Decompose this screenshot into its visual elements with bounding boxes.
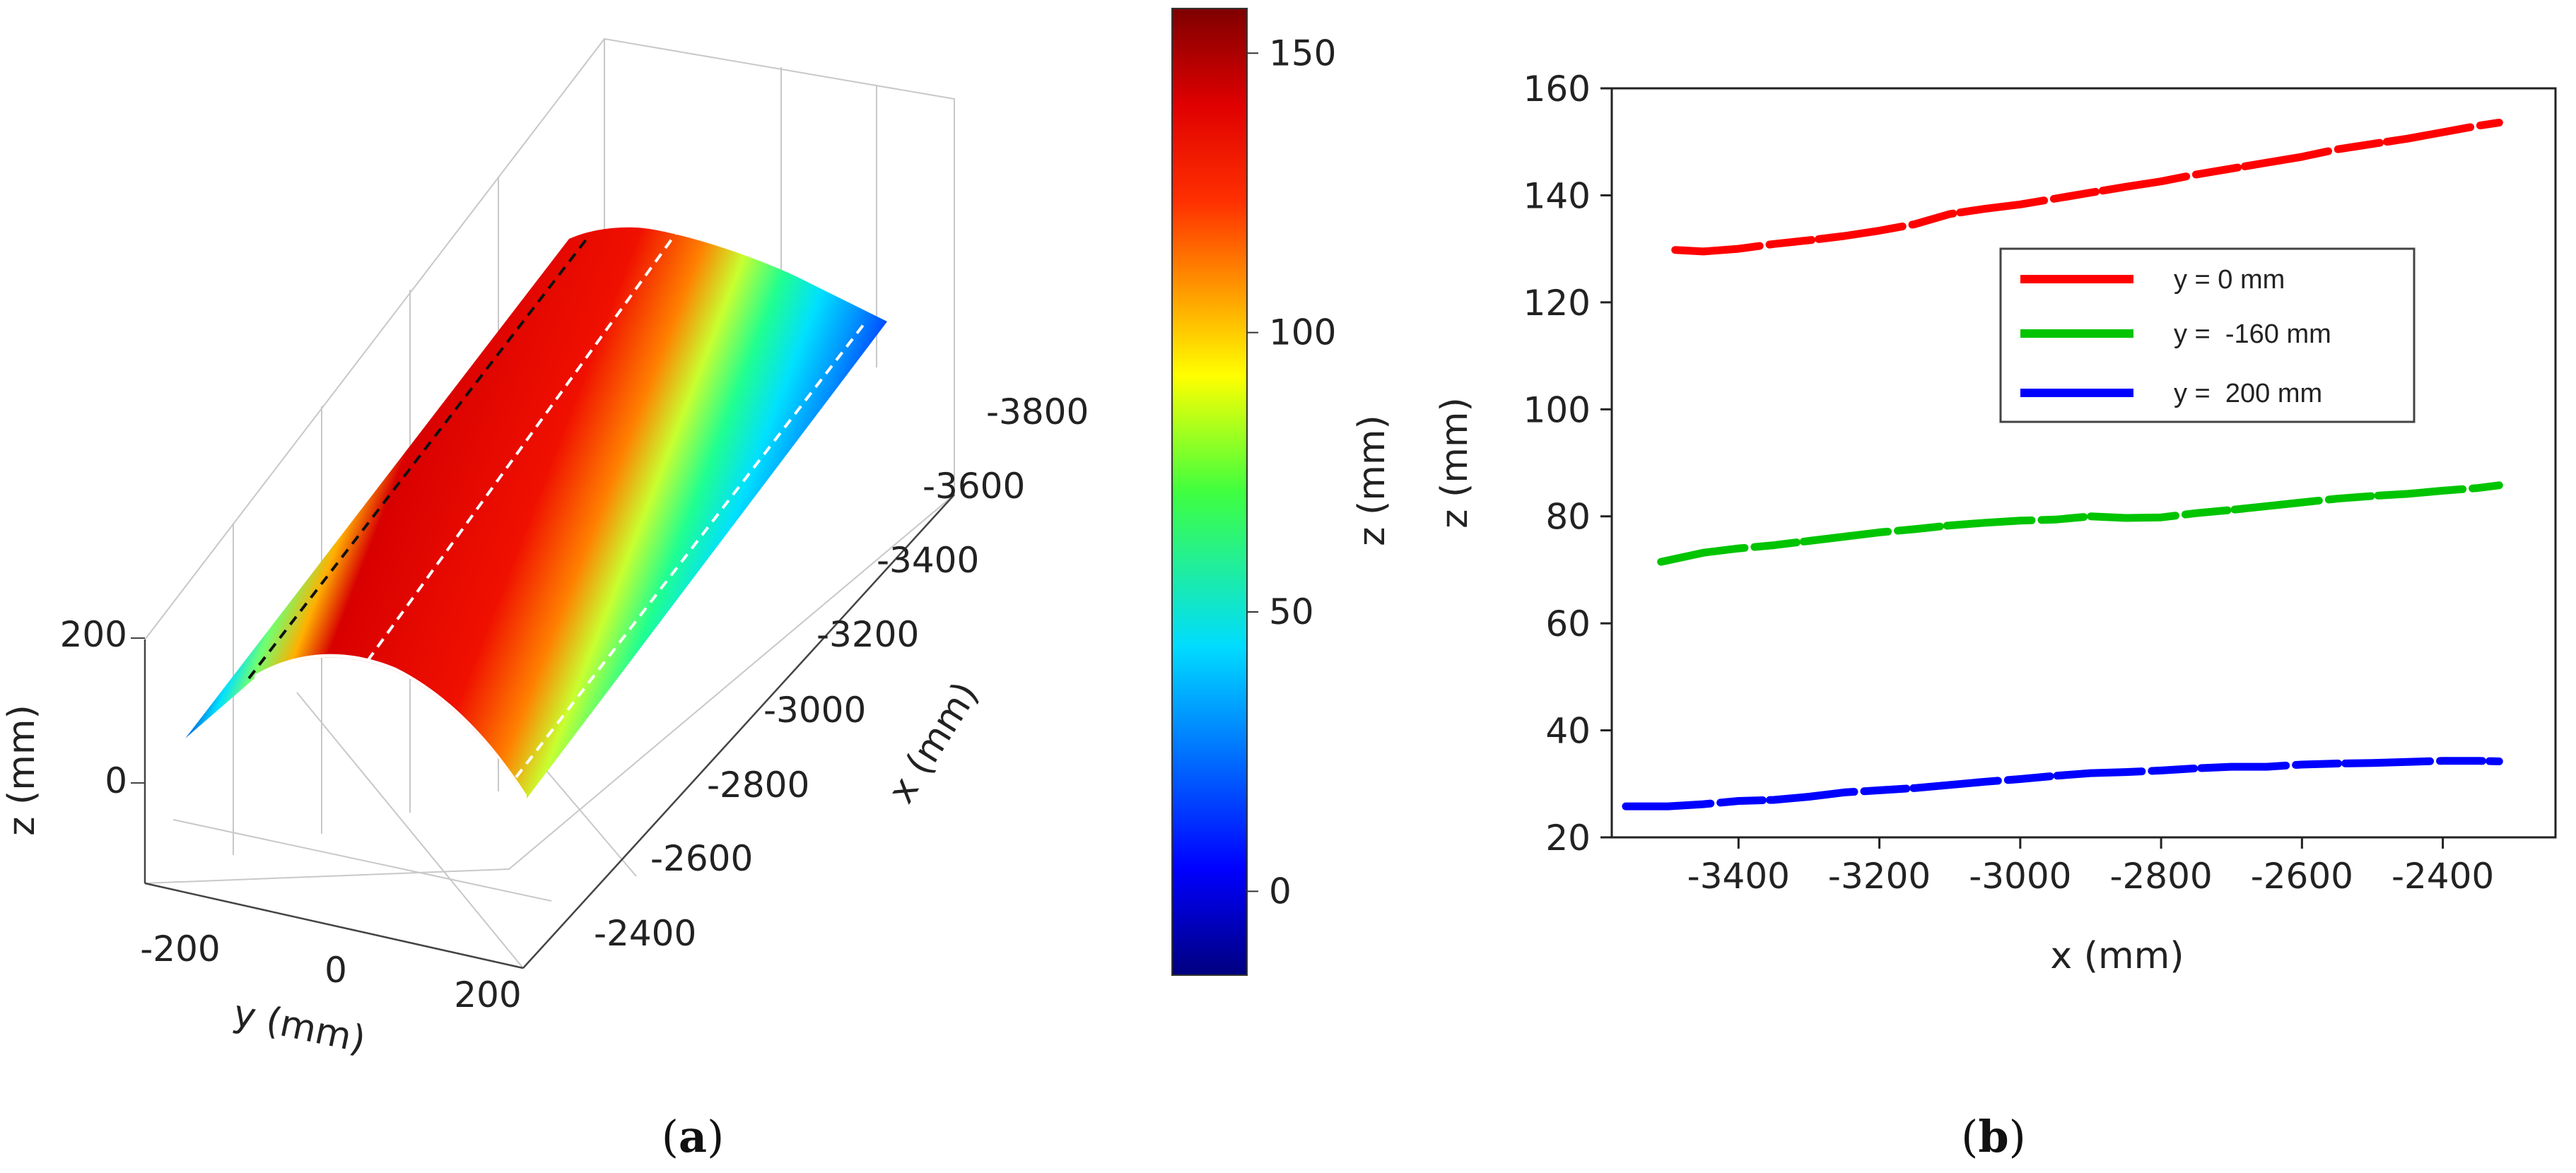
panel-label-a: (a)	[662, 1111, 725, 1162]
colorbar-tick-label: 0	[1269, 871, 1292, 912]
colorbar: 150 100 50 0 z (mm)	[1171, 8, 1393, 976]
y-tick-label: 140	[1523, 175, 1591, 216]
colorbar-tick-label: 150	[1269, 33, 1336, 73]
z-tick-200: 200	[60, 614, 127, 655]
x-tick-minus3200: -3200	[816, 614, 919, 655]
colorbar-tick-label: 50	[1269, 591, 1314, 632]
x-tick-label: -3200	[1828, 856, 1931, 897]
plot-frame	[1610, 87, 2557, 839]
series-line-1	[1657, 481, 2503, 566]
y-axis-ticks: -200 0 200	[140, 929, 521, 1015]
section-line-y-200	[515, 320, 867, 779]
y-tick-label: 160	[1523, 69, 1591, 110]
y-tick-label: 100	[1523, 389, 1591, 430]
x-tick-label: -3000	[1969, 856, 2071, 897]
x-tick-label: -2400	[2391, 856, 2494, 897]
panel-b-line-chart: 160 140 120 100 80 60 40 20 -3400 -3200 -3000 -280…	[1434, 69, 2557, 977]
series-line-2	[1622, 757, 2503, 811]
y-axis-ticks: 160 140 120 100 80 60 40 20	[1523, 69, 1612, 859]
colorbar-label: z (mm)	[1351, 415, 1393, 546]
legend-label-y0: y = 0 mm	[2174, 265, 2285, 295]
colorbar-gradient	[1171, 8, 1248, 976]
z-tick-0: 0	[105, 760, 127, 801]
x-tick-minus3400: -3400	[877, 540, 979, 581]
legend-label-y200: y = 200 mm	[2174, 379, 2322, 408]
series-line-0	[1671, 119, 2503, 256]
x-axis-ticks: -3800 -3600 -3400 -3200 -3000 -2800 -260…	[594, 391, 1089, 954]
y-tick-label: 40	[1545, 711, 1591, 752]
section-lines	[247, 228, 867, 779]
y-tick-200: 200	[454, 974, 521, 1015]
legend: y = 0 mm y = -160 mm y = 200 mm	[1999, 247, 2416, 423]
y-tick-label: 60	[1545, 603, 1591, 644]
panel-label-b: (b)	[1961, 1111, 2026, 1162]
colorbar-tick-label: 100	[1269, 312, 1336, 353]
x-tick-minus2800: -2800	[707, 765, 809, 806]
y-tick-0: 0	[324, 950, 347, 991]
y-tick-minus200: -200	[140, 929, 220, 969]
x-axis-label: x (mm)	[880, 675, 987, 811]
section-line-y-minus160	[247, 237, 588, 680]
x-tick-label: -2800	[2109, 856, 2212, 897]
z-axis-label: z (mm)	[1, 705, 43, 836]
x-tick-minus3000: -3000	[763, 690, 866, 731]
x-tick-label: -2600	[2251, 856, 2353, 897]
3d-axes	[144, 494, 955, 969]
series-group	[1622, 119, 2503, 811]
colorbar-ticks: 150 100 50 0	[1247, 33, 1336, 912]
legend-label-y-minus160: y = -160 mm	[2174, 319, 2331, 349]
x-tick-minus2600: -2600	[650, 838, 753, 879]
section-line-y-0	[366, 228, 680, 662]
panel-a-3d-surface: 200 0 z (mm) -200 0 200 y (mm) -3800 -36…	[1, 8, 1393, 1061]
z-axis-ticks: 200 0	[60, 614, 145, 801]
x-tick-minus3600: -3600	[923, 466, 1025, 507]
x-tick-label: -3400	[1687, 856, 1790, 897]
x-axis-ticks: -3400 -3200 -3000 -2800 -2600 -2400	[1687, 837, 2494, 897]
x-axis-label: x (mm)	[2050, 935, 2184, 977]
x-tick-minus3800: -3800	[986, 391, 1089, 432]
surface-mesh	[185, 227, 887, 798]
y-axis-label: y (mm)	[230, 992, 370, 1061]
y-tick-label: 20	[1545, 818, 1591, 859]
y-tick-label: 120	[1523, 283, 1591, 324]
x-tick-minus2400: -2400	[594, 913, 696, 954]
y-tick-label: 80	[1545, 497, 1591, 538]
y-axis-label: z (mm)	[1434, 397, 1476, 529]
